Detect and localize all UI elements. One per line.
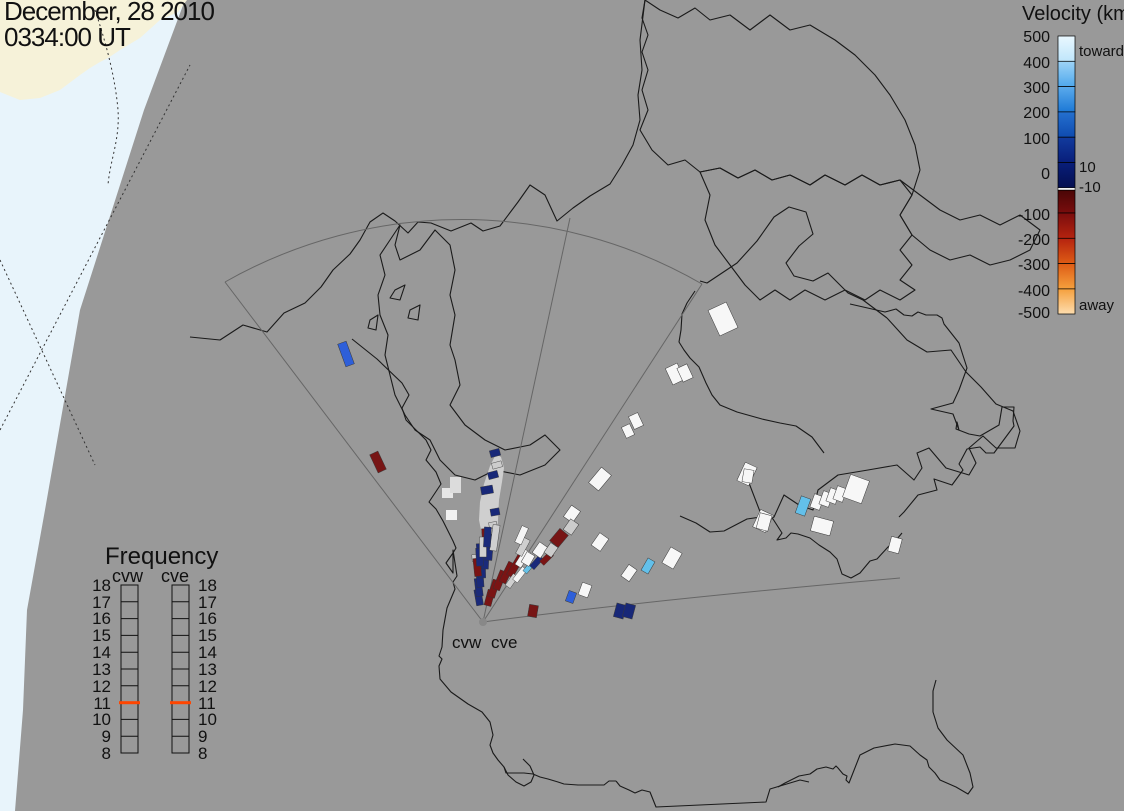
svg-text:8: 8 (198, 744, 207, 763)
svg-text:cve: cve (491, 633, 517, 652)
svg-text:500: 500 (1023, 29, 1050, 46)
svg-text:-500: -500 (1018, 305, 1050, 322)
svg-text:cve: cve (161, 566, 189, 586)
svg-text:0: 0 (1041, 166, 1050, 183)
svg-text:-200: -200 (1018, 232, 1050, 249)
svg-text:-10: -10 (1079, 179, 1101, 196)
svg-text:cvw: cvw (452, 633, 482, 652)
svg-text:toward: toward (1079, 43, 1124, 60)
svg-text:Velocity (km/s): Velocity (km/s) (1022, 3, 1124, 25)
svg-text:-400: -400 (1018, 283, 1050, 300)
svg-text:8: 8 (102, 744, 111, 763)
svg-text:200: 200 (1023, 105, 1050, 122)
svg-text:400: 400 (1023, 55, 1050, 72)
svg-text:300: 300 (1023, 80, 1050, 97)
svg-text:-300: -300 (1018, 257, 1050, 274)
svg-text:100: 100 (1023, 131, 1050, 148)
svg-text:cvw: cvw (112, 566, 144, 586)
svg-text:-100: -100 (1018, 207, 1050, 224)
svg-text:away: away (1079, 297, 1115, 314)
svg-text:10: 10 (1079, 159, 1096, 176)
